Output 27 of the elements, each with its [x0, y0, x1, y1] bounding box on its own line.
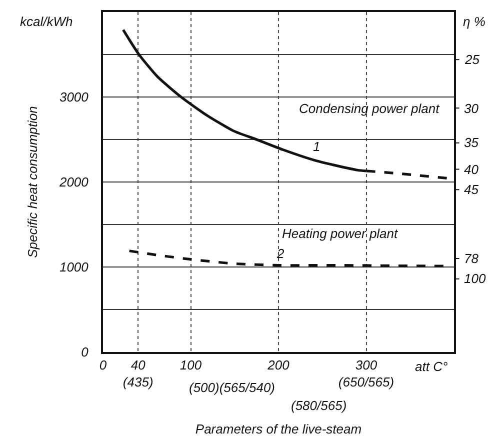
text: 78: [464, 251, 480, 266]
y-tick-label: 3000: [59, 90, 90, 105]
x-tick-label: 0: [99, 358, 108, 373]
y-axis-title: Specific heat consumption: [24, 106, 40, 258]
text: 100: [464, 271, 486, 286]
text: kcal/kWh: [20, 14, 73, 29]
y-tick-label: 0: [81, 344, 90, 360]
x-axis-title: Parameters of the live-steam: [195, 422, 362, 437]
y2-axis-title: η %: [463, 14, 486, 29]
annotation: Heating power plant: [282, 226, 400, 241]
series-label: 2: [276, 246, 285, 261]
text: (580/565): [291, 398, 347, 413]
text: 40: [464, 162, 480, 177]
y-tick-label: 2000: [58, 174, 90, 190]
annotation: Condensing power plant: [299, 101, 441, 116]
text: (500)(565/540): [189, 380, 275, 395]
x-tick-label: 40 (435): [122, 358, 154, 390]
text: att C°: [415, 359, 448, 374]
x-tick-label: 200: [266, 358, 290, 373]
text: 35: [464, 135, 480, 150]
text: 30: [464, 101, 480, 116]
text: 25: [464, 52, 480, 67]
x-tick-label: 300 (650/565): [338, 358, 394, 390]
x-tick-label: 100: [180, 358, 202, 373]
series-label: 1: [313, 139, 320, 154]
text: 45: [464, 182, 480, 197]
y-tick-label: 1000: [59, 260, 90, 275]
